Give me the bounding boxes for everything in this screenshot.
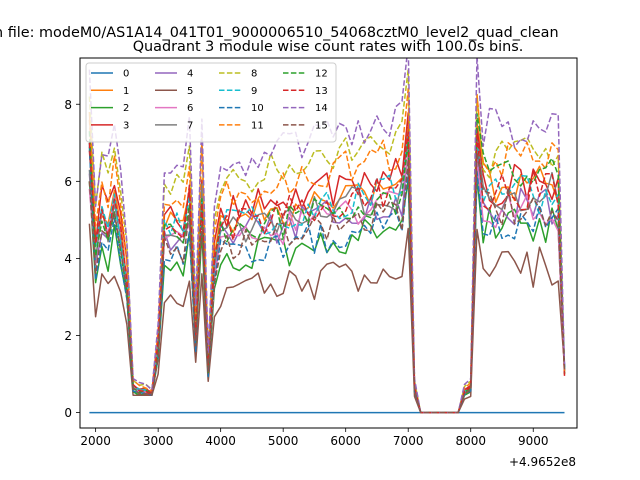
legend-label-15: 15 xyxy=(315,120,328,131)
series-line-7 xyxy=(88,136,566,414)
series-line-11 xyxy=(88,88,566,414)
series-layer xyxy=(88,58,566,414)
series-line-6 xyxy=(88,150,566,414)
legend-label-1: 1 xyxy=(123,86,129,97)
y-axis-ticks: 0 2 4 6 8 xyxy=(64,98,80,420)
x-tick-label: 6000 xyxy=(330,434,361,448)
y-tick-label: 2 xyxy=(64,329,72,343)
series-line-13 xyxy=(88,131,566,414)
series-line-8 xyxy=(88,68,566,414)
legend-label-14: 14 xyxy=(315,103,328,114)
legend-label-10: 10 xyxy=(251,103,264,114)
chart-suptitle: n file: modeM0/AS1A14_041T01_9000006510_… xyxy=(0,25,559,41)
series-line-15 xyxy=(88,151,566,414)
legend-label-7: 7 xyxy=(187,120,193,131)
legend-label-8: 8 xyxy=(251,69,257,80)
legend-label-0: 0 xyxy=(123,69,129,80)
x-tick-label: 7000 xyxy=(393,434,424,448)
series-line-3 xyxy=(88,112,566,414)
x-tick-label: 2000 xyxy=(80,434,111,448)
x-tick-label: 4000 xyxy=(205,434,236,448)
series-line-12 xyxy=(88,113,566,414)
legend-label-5: 5 xyxy=(187,86,193,97)
y-tick-label: 0 xyxy=(64,406,72,420)
legend-label-9: 9 xyxy=(251,86,257,97)
legend-box xyxy=(85,62,337,143)
x-tick-label: 5000 xyxy=(268,434,299,448)
legend-label-2: 2 xyxy=(123,103,129,114)
legend-label-3: 3 xyxy=(123,120,129,131)
y-tick-label: 6 xyxy=(64,175,72,189)
series-line-4 xyxy=(88,145,566,414)
legend-label-13: 13 xyxy=(315,86,328,97)
series-line-5 xyxy=(88,223,566,414)
legend-label-4: 4 xyxy=(187,69,193,80)
series-line-9 xyxy=(88,131,566,414)
plot-frame xyxy=(79,57,578,429)
legend-label-12: 12 xyxy=(315,69,328,80)
legend-label-6: 6 xyxy=(187,103,193,114)
chart-title: Quadrant 3 module wise count rates with … xyxy=(133,39,524,55)
x-tick-label: 9000 xyxy=(518,434,549,448)
x-tick-label: 3000 xyxy=(143,434,174,448)
series-line-14 xyxy=(88,58,566,414)
legend-label-11: 11 xyxy=(251,120,264,131)
y-tick-label: 4 xyxy=(64,252,72,266)
x-axis-ticks: 2000 3000 4000 5000 6000 7000 8000 9000 xyxy=(80,428,549,448)
x-tick-label: 8000 xyxy=(455,434,486,448)
y-tick-label: 8 xyxy=(64,98,72,112)
x-offset-label: +4.9652e8 xyxy=(509,455,576,469)
series-line-10 xyxy=(88,146,566,414)
